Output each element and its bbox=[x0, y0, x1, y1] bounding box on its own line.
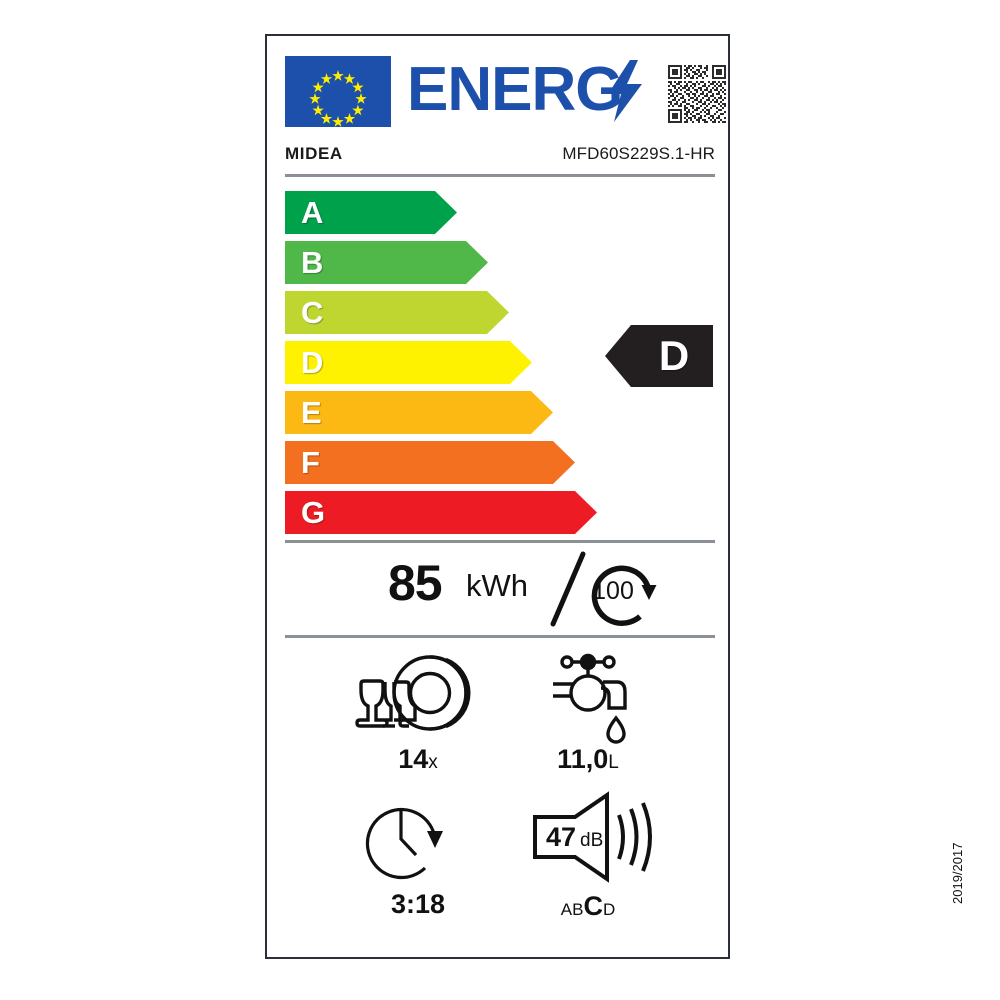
noise-class-before: AB bbox=[560, 900, 584, 919]
grade-arrow-b bbox=[285, 241, 488, 284]
grade-row-e: E bbox=[285, 391, 553, 434]
grade-arrow-d bbox=[285, 341, 532, 384]
lightning-bolt-icon bbox=[608, 60, 642, 122]
grade-row-b: B bbox=[285, 241, 488, 284]
noise-unit-text: dB bbox=[580, 830, 603, 851]
grade-row-f: F bbox=[285, 441, 575, 484]
energy-consumption-unit: kWh bbox=[466, 568, 528, 603]
grade-letter-f: F bbox=[301, 445, 320, 480]
divider-above-consumption bbox=[285, 540, 715, 543]
duration-label: 3:18 bbox=[390, 889, 446, 919]
clock-icon bbox=[365, 807, 443, 880]
grade-row-c: C bbox=[285, 291, 509, 334]
grade-arrow-c bbox=[285, 291, 509, 334]
grade-arrow-g bbox=[285, 491, 597, 534]
label-header: ENERG bbox=[285, 55, 726, 134]
eu-energy-label: ENERG bbox=[265, 34, 965, 959]
grade-letter-e: E bbox=[301, 395, 322, 430]
noise-pictogram-cell: 47 dB ABCD bbox=[503, 791, 673, 931]
cycles-count-text: 100 bbox=[592, 577, 634, 605]
grade-letter-d: D bbox=[301, 345, 324, 380]
capacity-unit: x bbox=[428, 752, 438, 773]
selected-energy-class-letter: D bbox=[658, 332, 690, 379]
energy-consumption-value: 85 bbox=[388, 555, 443, 611]
duration-pictogram-cell: 3:18 bbox=[333, 791, 503, 931]
cycle-arrow-icon: 100 bbox=[591, 565, 657, 626]
loudspeaker-icon: 47 dB bbox=[533, 791, 652, 883]
selected-class-arrow-icon bbox=[605, 325, 713, 387]
noise-class-scale: ABCD bbox=[503, 891, 673, 922]
grade-arrow-e bbox=[285, 391, 553, 434]
water-pictogram-cell: 11,0L bbox=[503, 646, 673, 786]
slash-separator-icon bbox=[550, 551, 586, 627]
grade-arrow-a bbox=[285, 191, 457, 234]
capacity-value: 14 bbox=[398, 744, 429, 774]
supplier-brand-name: MIDEA bbox=[285, 144, 343, 163]
dishes-and-glasses-icon bbox=[355, 655, 471, 731]
water-label: 11,0L bbox=[503, 744, 673, 775]
brand-model-row: MIDEA MFD60S229S.1-HR bbox=[285, 144, 715, 174]
capacity-label: 14x bbox=[333, 744, 503, 775]
european-union-flag-icon bbox=[285, 56, 391, 127]
noise-value-text: 47 bbox=[546, 822, 576, 852]
grade-letter-g: G bbox=[301, 495, 326, 530]
pictogram-grid: 14x bbox=[285, 646, 715, 936]
capacity-pictogram-cell: 14x bbox=[333, 646, 503, 786]
grade-row-d: D bbox=[285, 341, 532, 384]
grade-letter-a: A bbox=[301, 195, 324, 230]
grade-row-g: G bbox=[285, 491, 597, 534]
eu-stars-icon bbox=[309, 70, 367, 127]
noise-class-selected: C bbox=[583, 891, 603, 921]
water-value: 11,0 bbox=[557, 744, 609, 774]
regulation-reference: 2019/2017 bbox=[950, 842, 965, 904]
grade-arrow-f bbox=[285, 441, 575, 484]
noise-class-after: D bbox=[602, 900, 616, 919]
energy-wordmark: ENERG bbox=[407, 55, 623, 124]
qr-code-icon bbox=[668, 65, 726, 123]
grade-letter-b: B bbox=[301, 245, 324, 280]
grade-letter-c: C bbox=[301, 295, 324, 330]
energy-class-scale: A B C D bbox=[285, 191, 715, 534]
divider-header bbox=[285, 174, 715, 177]
divider-above-pictograms bbox=[285, 635, 715, 638]
selected-energy-class-badge: D bbox=[605, 325, 713, 387]
energy-consumption-row: 85 kWh 100 bbox=[285, 548, 715, 634]
water-unit: L bbox=[608, 752, 619, 773]
grade-row-a: A bbox=[285, 191, 457, 234]
model-identifier: MFD60S229S.1-HR bbox=[562, 144, 715, 163]
water-tap-drop-icon bbox=[553, 653, 627, 744]
